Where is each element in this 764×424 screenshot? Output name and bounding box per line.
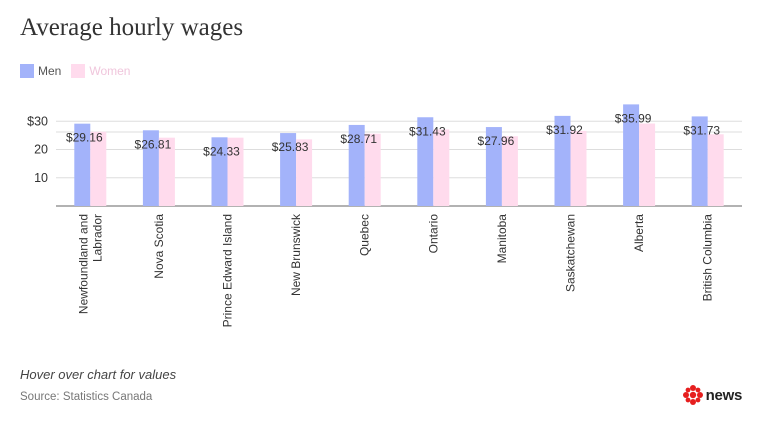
bar-women[interactable]	[501, 136, 518, 206]
bar-women[interactable]	[639, 123, 656, 206]
x-tick-label: Newfoundland and	[76, 214, 90, 314]
bar-women[interactable]	[707, 134, 724, 206]
bar-women[interactable]	[227, 137, 244, 206]
bar-men[interactable]	[142, 130, 159, 206]
data-label-men: $27.96	[478, 134, 515, 148]
x-tick-label: Ontario	[426, 214, 440, 254]
x-tick-label: Alberta	[632, 214, 646, 252]
data-label-men: $25.83	[272, 140, 309, 154]
legend-label-men: Men	[38, 64, 62, 78]
bar-men[interactable]	[74, 123, 91, 206]
cbc-news-logo: news	[682, 385, 743, 405]
bar-men[interactable]	[211, 137, 228, 206]
x-tick-label: Nova Scotia	[152, 214, 166, 279]
data-label-men: $29.16	[66, 131, 103, 145]
bar-men[interactable]	[417, 117, 434, 206]
legend: Men Women	[20, 64, 130, 78]
cbc-gem-icon	[682, 385, 703, 405]
data-label-men: $31.92	[546, 123, 583, 137]
logo-text: news	[705, 386, 743, 404]
chart-title: Average hourly wages	[20, 14, 244, 41]
x-tick-label: Manitoba	[495, 214, 509, 264]
bar-men[interactable]	[348, 124, 365, 206]
bar-women[interactable]	[158, 137, 175, 206]
x-tick-label: Labrador	[90, 214, 104, 262]
bar-women[interactable]	[90, 131, 107, 206]
bar-men[interactable]	[280, 133, 297, 206]
x-tick-label: Quebec	[358, 214, 372, 256]
bar-chart[interactable]: 10 20 $30 $29.16 Newfoundland and Labrador $26…	[0, 0, 764, 360]
bar-men[interactable]	[554, 115, 571, 206]
data-label-men: $35.99	[615, 111, 652, 125]
x-tick-label: Prince Edward Island	[221, 214, 235, 327]
y-tick-label: 10	[34, 171, 48, 185]
bar-men[interactable]	[485, 127, 502, 206]
x-tick-label: Saskatchewan	[564, 214, 578, 292]
data-label-men: $31.43	[409, 124, 446, 138]
bar-men[interactable]	[691, 116, 708, 206]
y-tick-label: 20	[34, 143, 48, 157]
legend-item-women[interactable]: Women	[71, 64, 130, 78]
x-tick-label: New Brunswick	[289, 213, 303, 296]
legend-swatch-men	[20, 64, 34, 78]
bar-women[interactable]	[433, 129, 450, 206]
legend-item-men[interactable]: Men	[20, 64, 61, 78]
bar-men[interactable]	[623, 104, 640, 206]
hover-note: Hover over chart for values	[20, 367, 177, 382]
data-label-men: $31.73	[683, 123, 720, 137]
y-tick-label: $30	[27, 114, 48, 128]
data-label-men: $26.81	[135, 137, 172, 151]
bar-women[interactable]	[570, 130, 587, 206]
x-tick-label: British Columbia	[701, 214, 715, 302]
source-text: Source: Statistics Canada	[20, 391, 153, 403]
data-label-men: $28.71	[340, 132, 377, 146]
legend-swatch-women	[71, 64, 86, 78]
bar-women[interactable]	[364, 133, 381, 206]
data-label-men: $24.33	[203, 144, 240, 158]
legend-label-women: Women	[89, 64, 131, 78]
bar-women[interactable]	[296, 139, 313, 206]
